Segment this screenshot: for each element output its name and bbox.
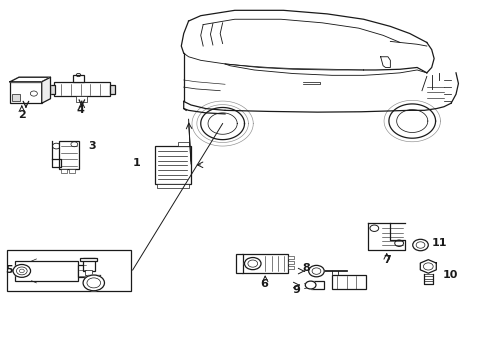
Circle shape [305, 281, 315, 289]
FancyBboxPatch shape [10, 82, 41, 103]
Text: 4: 4 [76, 105, 84, 115]
Bar [85, 270, 92, 275]
Bar [178, 142, 189, 146]
Bar [310, 281, 324, 289]
Bar [12, 94, 20, 101]
Polygon shape [10, 77, 50, 82]
Bar [50, 85, 55, 94]
Bar [73, 75, 83, 82]
Bar [54, 82, 110, 96]
Bar [15, 261, 78, 281]
Text: 3: 3 [88, 141, 95, 151]
Bar [287, 256, 293, 259]
Bar [154, 146, 191, 184]
Polygon shape [41, 77, 50, 103]
Bar [287, 261, 293, 264]
Text: 7: 7 [382, 255, 390, 265]
Bar [59, 141, 79, 169]
Circle shape [308, 265, 324, 277]
Polygon shape [419, 260, 435, 273]
Bar [157, 184, 188, 188]
Text: 9: 9 [292, 285, 300, 295]
Bar [69, 168, 75, 173]
Bar [61, 168, 66, 173]
Text: 1: 1 [132, 158, 140, 168]
Text: 6: 6 [260, 279, 267, 289]
Text: 5: 5 [5, 265, 13, 275]
Bar [242, 254, 287, 273]
Circle shape [13, 265, 30, 277]
Text: 2: 2 [18, 110, 26, 120]
Bar [82, 257, 95, 271]
Bar [110, 85, 115, 94]
Circle shape [83, 275, 104, 291]
Bar [7, 249, 131, 291]
Bar [287, 266, 293, 269]
Circle shape [412, 239, 427, 251]
Text: 8: 8 [302, 262, 309, 273]
Text: 11: 11 [431, 238, 447, 248]
Bar [236, 254, 242, 273]
Bar [80, 257, 97, 261]
Text: 10: 10 [442, 270, 457, 280]
Bar [78, 265, 86, 277]
Bar [76, 96, 87, 103]
Circle shape [244, 257, 261, 270]
Bar [331, 275, 366, 289]
